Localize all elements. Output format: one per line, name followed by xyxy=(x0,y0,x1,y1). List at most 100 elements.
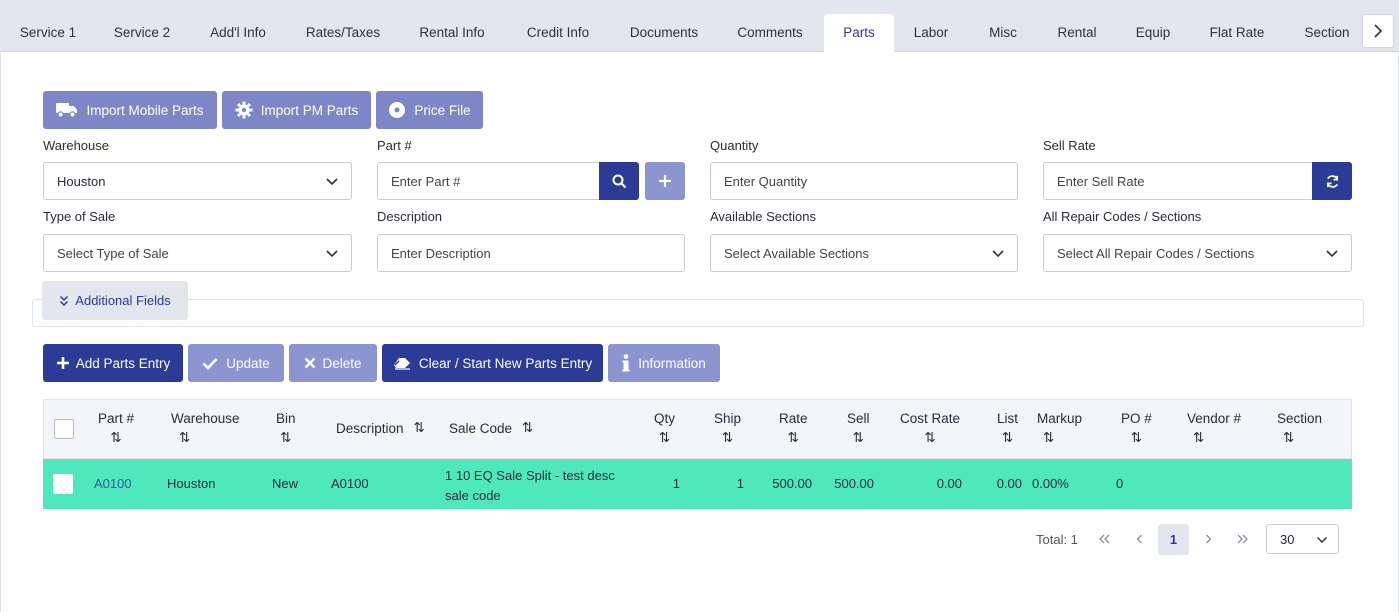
cell-part-no[interactable]: A0100 xyxy=(94,476,132,491)
quantity-placeholder: Enter Quantity xyxy=(724,173,808,189)
tab-parts[interactable]: Parts xyxy=(824,14,894,52)
column-header-po-no[interactable]: PO # ⇅ xyxy=(1121,411,1152,446)
sale-code-line: 1 10 EQ Sale Split - test desc xyxy=(445,468,615,483)
page-size-value: 30 xyxy=(1280,531,1295,547)
column-header-cost-rate[interactable]: Cost Rate ⇅ xyxy=(900,411,960,446)
tab-service-1[interactable]: Service 1 xyxy=(19,25,77,40)
delete-button[interactable]: Delete xyxy=(289,344,377,382)
tab-rental-info[interactable]: Rental Info xyxy=(419,25,485,40)
column-label: Sell xyxy=(847,411,870,426)
column-label: Bin xyxy=(276,411,296,426)
tab-documents[interactable]: Documents xyxy=(629,25,699,40)
tab-flat-rate[interactable]: Flat Rate xyxy=(1209,25,1265,40)
tab-section[interactable]: Section xyxy=(1304,25,1350,40)
column-header-description[interactable]: Description ⇅ xyxy=(336,420,425,436)
part-no-input[interactable]: Enter Part # xyxy=(377,162,600,200)
sort-icon: ⇅ xyxy=(1193,430,1205,445)
repair-codes-select[interactable]: Select All Repair Codes / Sections xyxy=(1043,234,1352,272)
sort-icon: ⇅ xyxy=(522,420,534,435)
part-no-placeholder: Enter Part # xyxy=(391,173,461,189)
disc-icon xyxy=(388,101,406,119)
tab-comments[interactable]: Comments xyxy=(737,25,803,40)
update-button[interactable]: Update xyxy=(188,344,284,382)
sort-icon: ⇅ xyxy=(1130,430,1143,445)
table-row[interactable] xyxy=(43,459,1352,509)
type-of-sale-label: Type of Sale xyxy=(43,209,116,224)
column-header-markup[interactable]: Markup ⇅ xyxy=(1037,411,1082,446)
chevron-down-icon xyxy=(326,178,338,186)
double-chevron-left-icon xyxy=(1099,534,1110,544)
information-label: Information xyxy=(638,355,706,371)
tab-addl-info[interactable]: Add'l Info xyxy=(210,25,266,40)
row-checkbox[interactable] xyxy=(53,474,73,494)
cell-po-no: 0 xyxy=(1116,476,1124,491)
column-header-sell[interactable]: Sell ⇅ xyxy=(847,411,870,446)
description-label: Description xyxy=(377,209,443,224)
available-sections-label: Available Sections xyxy=(710,209,816,224)
column-header-section[interactable]: Section ⇅ xyxy=(1277,411,1322,446)
cell-ship: 1 xyxy=(736,476,744,491)
column-header-ship[interactable]: Ship ⇅ xyxy=(714,411,741,446)
quantity-input[interactable]: Enter Quantity xyxy=(710,162,1018,200)
tab-scroll-right-button[interactable] xyxy=(1362,14,1394,48)
page-button-current[interactable]: 1 xyxy=(1158,524,1189,555)
sort-icon: ⇅ xyxy=(787,430,799,445)
update-label: Update xyxy=(226,355,270,371)
column-header-sale-code[interactable]: Sale Code ⇅ xyxy=(449,420,533,436)
delete-label: Delete xyxy=(322,355,362,371)
tab-rates-taxes[interactable]: Rates/Taxes xyxy=(305,25,381,40)
column-label: Warehouse xyxy=(171,411,240,426)
first-page-button[interactable] xyxy=(1090,524,1120,554)
column-label: List xyxy=(997,411,1019,426)
tab-rental[interactable]: Rental xyxy=(1057,25,1097,40)
import-pm-parts-label: Import PM Parts xyxy=(260,102,359,118)
last-page-button[interactable] xyxy=(1227,524,1257,554)
truck-icon xyxy=(56,102,78,118)
select-all-checkbox[interactable] xyxy=(54,419,74,439)
tab-misc[interactable]: Misc xyxy=(989,25,1017,40)
quantity-label: Quantity xyxy=(710,138,759,153)
additional-fields-toggle[interactable]: Additional Fields xyxy=(42,281,188,320)
chevron-down-icon xyxy=(1326,250,1338,258)
import-mobile-parts-button[interactable]: Import Mobile Parts xyxy=(43,91,217,129)
price-file-button[interactable]: Price File xyxy=(376,91,483,129)
import-pm-parts-button[interactable]: Import PM Parts xyxy=(222,91,371,129)
chevron-right-icon xyxy=(1205,534,1211,544)
sell-rate-input[interactable]: Enter Sell Rate xyxy=(1043,162,1313,200)
plus-icon xyxy=(659,175,671,187)
cell-sale-code: 1 10 EQ Sale Split - test desc sale code xyxy=(445,466,615,506)
available-sections-select[interactable]: Select Available Sections xyxy=(710,234,1018,272)
column-header-vendor-no[interactable]: Vendor # ⇅ xyxy=(1187,411,1241,446)
refresh-sell-rate-button[interactable] xyxy=(1312,162,1352,200)
column-header-bin[interactable]: Bin ⇅ xyxy=(276,411,296,446)
previous-page-button[interactable] xyxy=(1124,524,1154,554)
warehouse-select[interactable]: Houston xyxy=(43,162,352,200)
description-input[interactable]: Enter Description xyxy=(377,234,685,272)
next-page-button[interactable] xyxy=(1193,524,1223,554)
tab-credit-info[interactable]: Credit Info xyxy=(526,25,590,40)
part-search-button[interactable] xyxy=(599,162,639,200)
chevron-right-icon xyxy=(1374,24,1383,38)
column-header-list[interactable]: List ⇅ xyxy=(997,411,1018,446)
double-chevron-right-icon xyxy=(1237,534,1248,544)
type-of-sale-select[interactable]: Select Type of Sale xyxy=(43,234,352,272)
page-size-select[interactable]: 30 xyxy=(1266,524,1339,554)
tab-labor[interactable]: Labor xyxy=(913,25,949,40)
clear-start-new-button[interactable]: Clear / Start New Parts Entry xyxy=(382,344,603,382)
column-label: Part # xyxy=(98,411,135,426)
add-parts-entry-button[interactable]: Add Parts Entry xyxy=(43,344,183,382)
double-chevron-down-icon xyxy=(60,295,69,306)
cell-bin: New xyxy=(272,476,299,491)
information-button[interactable]: Information xyxy=(608,344,720,382)
page-border-left xyxy=(0,52,1,612)
cell-markup: 0.00% xyxy=(1032,476,1069,491)
column-label: PO # xyxy=(1121,411,1152,426)
column-header-part-no[interactable]: Part # ⇅ xyxy=(98,411,134,446)
column-header-rate[interactable]: Rate ⇅ xyxy=(779,411,808,446)
add-part-button[interactable] xyxy=(645,162,685,200)
column-header-warehouse[interactable]: Warehouse ⇅ xyxy=(171,411,240,446)
column-header-qty[interactable]: Qty ⇅ xyxy=(654,411,675,446)
chevron-down-icon xyxy=(1316,536,1328,544)
tab-service-2[interactable]: Service 2 xyxy=(113,25,171,40)
tab-equip[interactable]: Equip xyxy=(1135,25,1171,40)
